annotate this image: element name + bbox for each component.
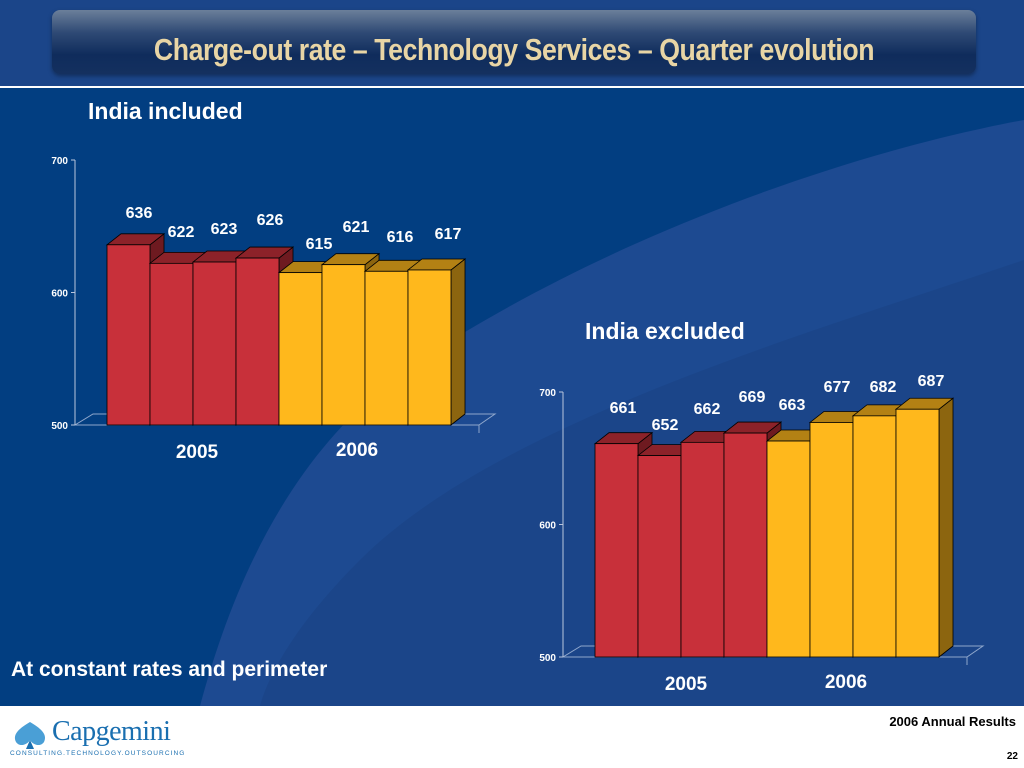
page-number: 22 [1006,751,1018,762]
chart-2-title: India excluded [585,318,745,344]
bar-front [680,441,725,658]
chart-1-title: India included [88,98,243,124]
data-label: 661 [610,400,637,417]
y-tick-label: 700 [539,388,556,399]
slide-background: Charge-out rate – Technology Services – … [0,0,1024,706]
logo-spade-icon [14,722,46,749]
logo-wordmark: Capgemini [52,716,171,747]
chart-india-excluded: 500 600 700 661 652 662 669 663 677 682 687 2005 200… [539,373,985,695]
bar-front [407,269,452,426]
data-label: 615 [306,236,333,253]
group-label: 2006 [336,440,378,461]
data-label: 617 [435,226,462,243]
bar-front [809,422,854,658]
data-label: 687 [918,373,945,390]
logo-tagline: CONSULTING.TECHNOLOGY.OUTSOURCING [10,750,186,757]
y-tick-label: 600 [539,521,556,532]
group-label: 2005 [665,674,708,695]
footer-results-label: 2006 Annual Results [889,714,1016,729]
chart-india-included: 500 600 700 636 622 623 626 615 621 616 617 2005 200… [51,156,497,463]
background-wave [0,88,1024,706]
bar-front [149,262,194,426]
bar-front [723,432,768,658]
slide-title: Charge-out rate – Technology Services – … [153,32,875,67]
bar-front [106,244,151,426]
capgemini-logo: Capgemini CONSULTING.TECHNOLOGY.OUTSOURC… [10,716,184,760]
data-label: 682 [870,379,897,396]
bar [894,397,955,658]
data-label: 622 [168,224,195,241]
data-label: 662 [694,401,721,418]
group-label: 2006 [825,672,867,693]
group-label: 2005 [176,442,219,463]
data-label: 623 [211,221,238,238]
bar-side [938,397,954,658]
footnote: At constant rates and perimeter [11,658,328,681]
bar-front [766,440,811,658]
data-label: 616 [387,229,414,246]
bar-front [235,257,280,426]
title-divider [0,86,1024,88]
y-tick-label: 700 [51,156,68,167]
y-tick-label: 500 [51,421,68,432]
bar-front [278,272,323,426]
y-tick-label: 600 [51,289,68,300]
title-bar: Charge-out rate – Technology Services – … [52,10,976,74]
data-label: 663 [779,397,806,414]
data-label: 669 [739,389,766,406]
data-label: 652 [652,417,679,434]
bar-front [594,443,639,658]
bar [406,258,467,426]
bar-front [852,415,897,658]
data-label: 626 [257,212,284,229]
bar-front [364,270,409,426]
y-tick-label: 500 [539,653,556,664]
bar-front [637,455,682,658]
data-label: 677 [824,379,851,396]
bar-front [321,264,366,426]
bar-front [895,408,940,658]
data-label: 621 [343,219,370,236]
data-label: 636 [126,205,153,222]
